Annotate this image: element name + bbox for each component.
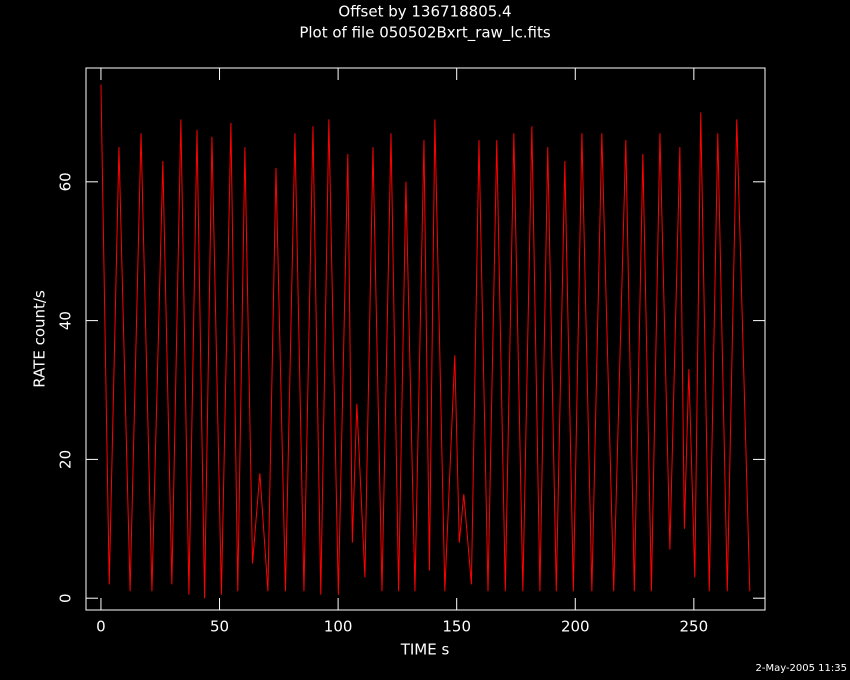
timestamp: 2-May-2005 11:35 [755, 663, 847, 674]
chart-title: Offset by 136718805.4 [338, 3, 511, 21]
chart-subtitle: Plot of file 050502Bxrt_raw_lc.fits [299, 24, 550, 43]
x-tick-label: 50 [210, 618, 229, 636]
x-tick-label: 200 [561, 618, 590, 636]
y-tick-label: 0 [57, 593, 75, 603]
plot-frame [85, 67, 766, 611]
x-axis-label: TIME s [400, 641, 450, 659]
x-tick-label: 250 [680, 618, 709, 636]
x-tick-label: 0 [96, 618, 106, 636]
y-tick-label: 60 [57, 172, 75, 191]
x-tick-label: 150 [442, 618, 471, 636]
y-axis-label: RATE count/s [31, 290, 49, 388]
data-line [100, 84, 751, 599]
y-tick-label: 40 [57, 311, 75, 330]
y-tick-label: 20 [57, 450, 75, 469]
x-tick-label: 100 [324, 618, 353, 636]
